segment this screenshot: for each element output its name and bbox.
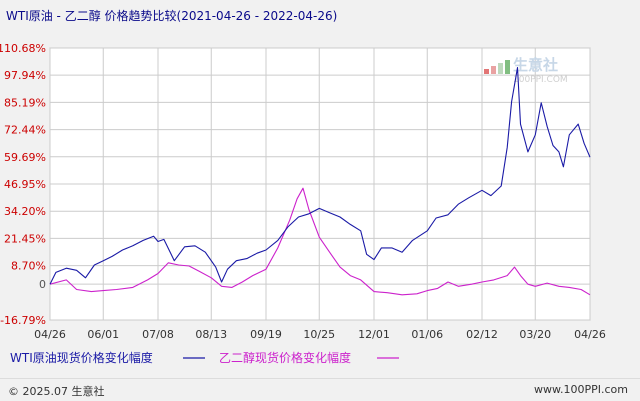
x-tick-label: 08/13 <box>195 328 227 341</box>
x-tick-label: 09/19 <box>250 328 282 341</box>
meg-price-line <box>49 187 591 296</box>
x-tick-label: 01/06 <box>411 328 443 341</box>
watermark-cn: 生意社 <box>513 56 558 74</box>
copyright-text: © 2025.07 生意社 <box>8 385 105 398</box>
logo-bar <box>498 63 503 74</box>
logo-bar <box>491 66 496 74</box>
y-tick-label: 8.70% <box>11 260 46 273</box>
x-tick-label: 03/20 <box>519 328 551 341</box>
y-tick-label: 46.95% <box>4 178 46 191</box>
y-tick-label: 59.69% <box>4 151 46 164</box>
x-tick-label: 10/25 <box>303 328 335 341</box>
y-tick-label: 85.19% <box>4 96 46 109</box>
y-tick-label: 72.44% <box>4 124 46 137</box>
x-tick-label: 04/26 <box>574 328 606 341</box>
footer-bar: © 2025.07 生意社 www.100PPI.com <box>0 378 640 401</box>
x-tick-label: 12/01 <box>358 328 390 341</box>
chart-title: WTI原油 - 乙二醇 价格趋势比较(2021-04-26 - 2022-04-… <box>6 9 338 23</box>
site-url[interactable]: www.100PPI.com <box>534 383 628 396</box>
x-tick-label: 07/08 <box>142 328 174 341</box>
logo-bar <box>505 60 510 74</box>
y-tick-label: 34.20% <box>4 205 46 218</box>
y-tick-label: 21.45% <box>4 232 46 245</box>
y-tick-label: 0 <box>39 278 46 291</box>
y-tick-label: 110.68% <box>0 42 46 55</box>
y-tick-label: 97.94% <box>4 69 46 82</box>
x-tick-label: 02/12 <box>466 328 498 341</box>
legend-meg-label: 乙二醇现货价格变化幅度 <box>219 350 351 365</box>
y-tick-label: -16.79% <box>0 314 46 327</box>
legend-wti-label: WTI原油现货价格变化幅度 <box>10 350 153 365</box>
logo-bar <box>484 69 489 74</box>
x-tick-label: 06/01 <box>87 328 119 341</box>
x-tick-label: 04/26 <box>34 328 66 341</box>
wti-price-line <box>49 67 591 285</box>
watermark-en: 100PPI.COM <box>513 75 568 85</box>
